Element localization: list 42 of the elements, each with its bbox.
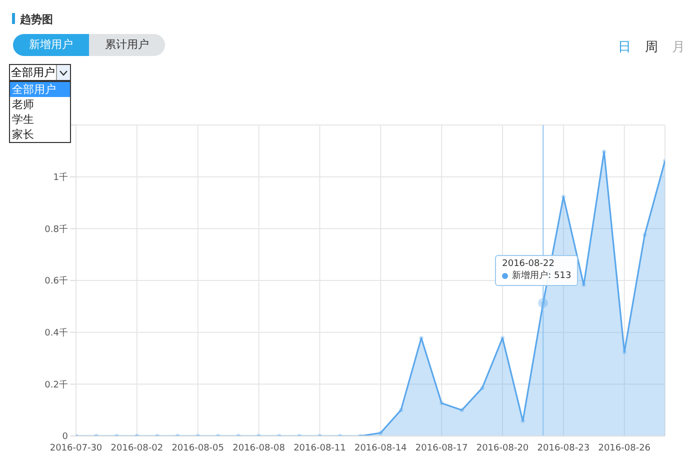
point xyxy=(439,400,444,406)
point xyxy=(520,418,526,424)
x-tick-label: 2016-08-26 xyxy=(598,443,651,454)
point xyxy=(642,232,647,238)
text: 周 xyxy=(645,39,658,56)
point xyxy=(398,408,404,412)
x-tick-label: 2016-08-05 xyxy=(172,443,224,454)
point xyxy=(582,282,586,288)
text: 全部用户 xyxy=(10,65,56,80)
point xyxy=(500,336,505,340)
chart-title: 趋势图 xyxy=(19,12,53,27)
y-tick-label: 0.6千 xyxy=(44,276,68,287)
text: 月 xyxy=(672,39,685,56)
annotation: 新增用户: 513 xyxy=(512,270,572,282)
point xyxy=(561,194,566,199)
text: 日 xyxy=(618,39,631,56)
text: 新增用户 xyxy=(13,34,89,56)
x-tick-label: 2016-08-23 xyxy=(537,443,590,454)
annotation: 2016-08-22 xyxy=(502,259,556,270)
y-tick-label: 1千 xyxy=(53,172,68,184)
point xyxy=(622,350,627,354)
y-tick-label: 0 xyxy=(62,432,68,442)
x-tick-label: 2016-07-30 xyxy=(50,443,102,454)
point xyxy=(480,386,484,390)
point xyxy=(378,430,383,436)
x-tick-label: 2016-08-11 xyxy=(294,443,346,454)
point xyxy=(602,149,606,154)
y-tick-label: 0.4千 xyxy=(44,328,68,339)
x-tick-label: 2016-08-14 xyxy=(354,443,408,454)
text: 学生 xyxy=(10,112,70,127)
x-tick-label: 2016-08-02 xyxy=(110,443,164,454)
x-tick-label: 2016-08-08 xyxy=(232,443,286,454)
y-tick-label: 0.2千 xyxy=(44,379,68,390)
text: 家长 xyxy=(10,127,70,142)
point xyxy=(460,408,464,412)
point xyxy=(419,336,424,340)
text: 累计用户 xyxy=(89,34,165,56)
x-tick-label: 2016-08-17 xyxy=(415,443,468,454)
text: 全部用户 xyxy=(10,82,70,97)
text: 老师 xyxy=(10,97,70,112)
x-tick-label: 2016-08-20 xyxy=(476,443,529,454)
y-tick-label: 0.8千 xyxy=(44,224,68,235)
